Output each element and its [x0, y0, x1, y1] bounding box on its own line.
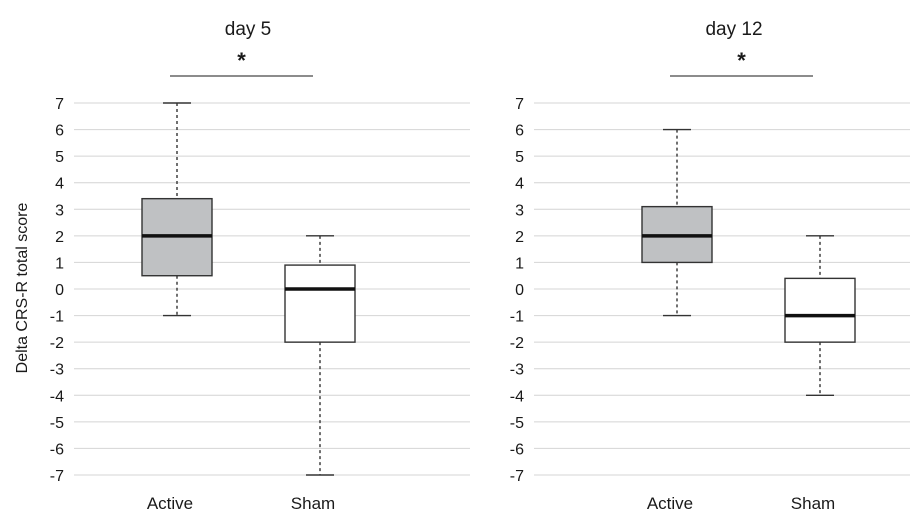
box-sham: [284, 235, 356, 476]
panel-title: day 12: [705, 19, 762, 40]
y-tick-label: -4: [50, 388, 64, 405]
y-tick-label: 6: [55, 123, 64, 140]
box-iqr: [284, 264, 356, 343]
y-tick-label: 5: [515, 149, 524, 166]
y-tick-label: 0: [515, 282, 524, 299]
y-tick-label: -2: [50, 335, 64, 352]
y-tick-label: -3: [50, 362, 64, 379]
y-tick-label: 4: [515, 176, 524, 193]
y-tick-label: 3: [515, 202, 524, 219]
significance-star: *: [737, 48, 746, 73]
y-tick-label: 5: [55, 149, 64, 166]
y-tick-label: 6: [515, 123, 524, 140]
y-tick-label: 4: [55, 176, 64, 193]
y-tick-label: -7: [50, 468, 64, 485]
y-tick-label: -6: [510, 441, 524, 458]
x-category-label: Sham: [791, 494, 835, 513]
y-tick-label: -2: [510, 335, 524, 352]
y-tick-label: 2: [515, 229, 524, 246]
y-tick-label: 1: [515, 255, 524, 272]
y-axis-label: Delta CRS-R total score: [14, 203, 31, 374]
y-tick-label: 3: [55, 202, 64, 219]
y-tick-label: -7: [510, 468, 524, 485]
box-active: [141, 102, 213, 317]
box-active: [641, 128, 713, 317]
y-tick-label: -6: [50, 441, 64, 458]
y-tick-label: 7: [55, 96, 64, 113]
box-sham: [784, 235, 856, 396]
y-tick-label: -3: [510, 362, 524, 379]
y-tick-label: -4: [510, 388, 524, 405]
y-tick-label: -5: [510, 415, 524, 432]
significance-star: *: [237, 48, 246, 73]
y-tick-label: -1: [510, 309, 524, 326]
x-category-label: Active: [647, 494, 693, 513]
y-tick-label: 2: [55, 229, 64, 246]
y-tick-label: 0: [55, 282, 64, 299]
x-category-label: Sham: [291, 494, 335, 513]
x-category-label: Active: [147, 494, 193, 513]
y-tick-label: 1: [55, 255, 64, 272]
y-tick-label: -1: [50, 309, 64, 326]
y-tick-label: -5: [50, 415, 64, 432]
panel-title: day 5: [225, 19, 271, 40]
panel-day-12: 7 6 5 4 3 2 1 0 -1 -2 -3 -4 -5 -6 -7 day 12 * Active Sham: [510, 19, 910, 513]
y-tick-label: 7: [515, 96, 524, 113]
box-iqr: [784, 277, 856, 343]
panel-day-5: 7 6 5 4 3 2 1 0 -1 -2 -3 -4 -5 -6 -7 day 5 * Active Sham: [50, 19, 470, 513]
